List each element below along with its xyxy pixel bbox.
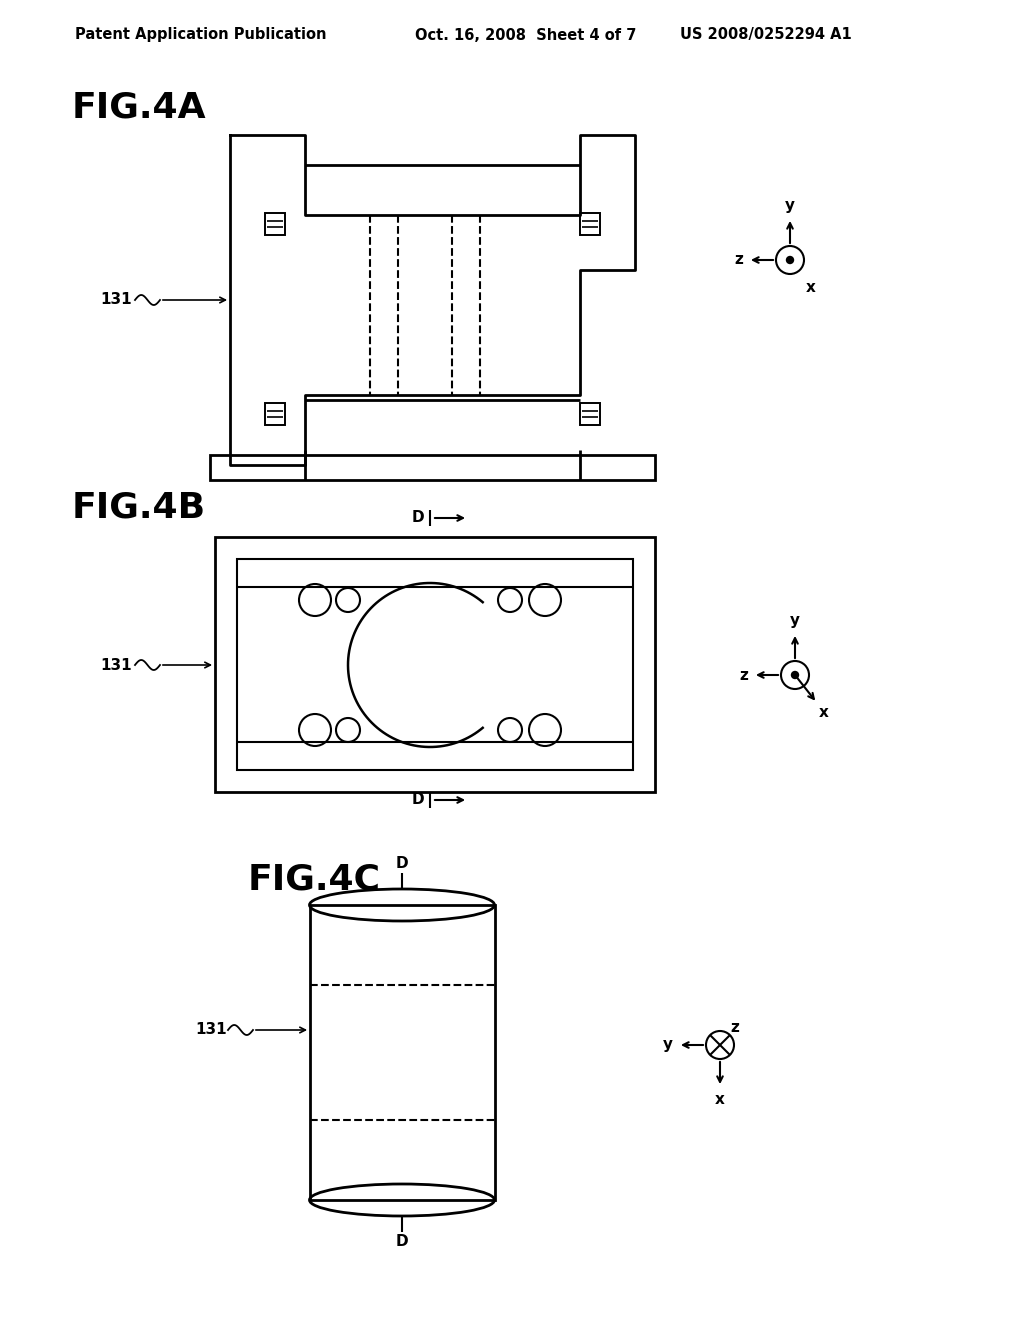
- Bar: [265, 403, 285, 425]
- Text: FIG.4B: FIG.4B: [72, 490, 206, 524]
- Bar: [310, 906, 495, 1200]
- Text: Oct. 16, 2008  Sheet 4 of 7: Oct. 16, 2008 Sheet 4 of 7: [415, 28, 636, 42]
- Bar: [210, 455, 655, 480]
- Text: D: D: [395, 855, 409, 870]
- Text: D: D: [412, 792, 424, 808]
- Text: x: x: [715, 1092, 725, 1107]
- Text: 131: 131: [195, 1023, 226, 1038]
- Text: y: y: [663, 1038, 673, 1052]
- Bar: [237, 558, 633, 770]
- Text: z: z: [734, 252, 743, 268]
- Text: Patent Application Publication: Patent Application Publication: [75, 28, 327, 42]
- Circle shape: [792, 672, 799, 678]
- Bar: [580, 403, 600, 425]
- Text: US 2008/0252294 A1: US 2008/0252294 A1: [680, 28, 852, 42]
- Text: D: D: [395, 1234, 409, 1250]
- Bar: [580, 213, 600, 235]
- Text: x: x: [819, 705, 828, 719]
- Text: y: y: [790, 612, 800, 628]
- Text: FIG.4A: FIG.4A: [72, 90, 207, 124]
- Text: x: x: [806, 280, 816, 294]
- Text: FIG.4C: FIG.4C: [248, 862, 381, 896]
- Text: 131: 131: [100, 657, 132, 672]
- Text: z: z: [739, 668, 748, 682]
- Circle shape: [786, 256, 794, 264]
- Bar: [215, 537, 655, 792]
- Text: D: D: [412, 511, 424, 525]
- Text: y: y: [785, 198, 795, 213]
- Bar: [265, 213, 285, 235]
- Text: z: z: [730, 1020, 739, 1035]
- Text: 131: 131: [100, 293, 132, 308]
